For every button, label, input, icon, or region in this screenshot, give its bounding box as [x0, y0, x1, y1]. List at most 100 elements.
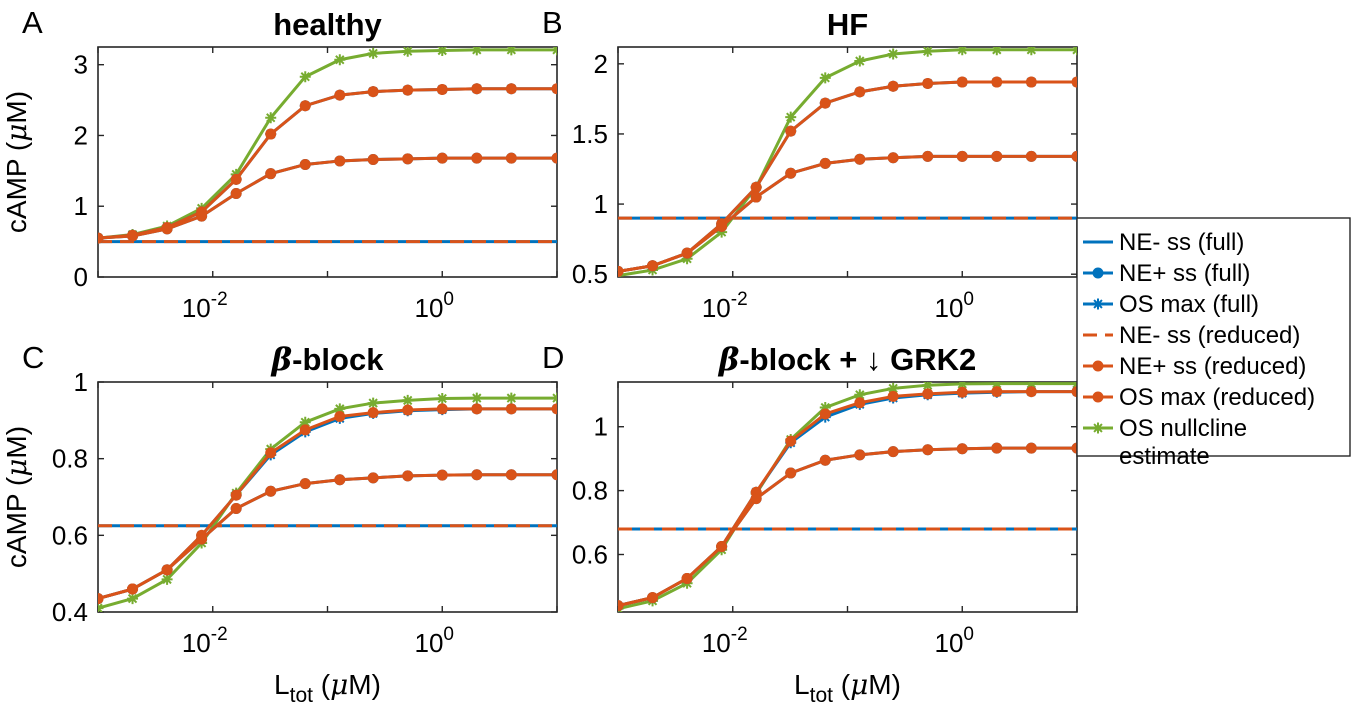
data-point	[785, 467, 797, 479]
y-tick-label: 3	[74, 50, 88, 80]
data-point	[991, 47, 1003, 56]
data-point	[265, 168, 277, 180]
data-point	[367, 397, 379, 409]
data-point	[1071, 386, 1077, 398]
data-point	[647, 592, 659, 604]
data-point	[681, 572, 693, 584]
data-point	[1025, 442, 1037, 454]
data-point	[334, 403, 346, 415]
x-tick-label: 100	[415, 289, 455, 323]
data-point	[819, 72, 831, 84]
data-point	[505, 152, 517, 164]
data-point	[1025, 76, 1037, 88]
x-axis-label: Ltot (μM)	[794, 668, 901, 702]
panel-title: β-block	[271, 342, 385, 378]
data-point	[299, 416, 311, 428]
data-point	[196, 210, 208, 222]
data-point	[956, 382, 968, 390]
data-point	[956, 386, 968, 398]
data-point	[230, 503, 242, 514]
data-point	[299, 158, 311, 170]
panel-letter: D	[542, 340, 564, 375]
series-line-ne-plus-red	[618, 154, 1077, 273]
data-point	[436, 152, 448, 164]
data-point	[1071, 442, 1077, 454]
panel-d: 0.6 0.8 1 10-2 100 D β-block + ↓ GRK2 Ltot (μM)	[542, 340, 1078, 702]
data-point	[98, 593, 104, 605]
legend-item-os-max-full: OS max (full)	[1083, 291, 1259, 318]
data-point	[551, 403, 557, 415]
data-point	[819, 408, 831, 420]
data-point	[334, 411, 346, 422]
data-point	[785, 125, 797, 137]
data-point	[785, 167, 797, 179]
data-point	[681, 253, 693, 265]
x-tick-label: 100	[935, 624, 975, 658]
y-tick-label: 1	[74, 191, 88, 221]
data-point	[716, 221, 728, 233]
legend-label: OS nullcline estimate	[1119, 415, 1247, 470]
data-point	[956, 76, 968, 88]
data-point	[402, 47, 414, 57]
data-point	[750, 191, 762, 203]
series-line-ne-plus-red	[98, 156, 557, 240]
y-axis-label: cAMP (μM)	[0, 426, 33, 568]
y-tick-label: 0	[74, 262, 88, 292]
data-point	[161, 564, 173, 576]
data-point	[505, 469, 517, 481]
data-point	[1092, 267, 1104, 279]
data-point	[819, 402, 831, 414]
data-point	[299, 424, 311, 436]
data-point	[1071, 47, 1077, 56]
legend-item-ne-plus-red: NE+ ss (reduced)	[1083, 353, 1306, 380]
y-tick-label: 0.6	[572, 540, 608, 570]
x-tick-label: 10-2	[182, 624, 228, 658]
panel-letter: B	[542, 5, 563, 40]
legend-item-ne-minus-full: NE- ss (full)	[1083, 229, 1244, 256]
data-point	[161, 223, 173, 235]
data-point	[618, 600, 624, 612]
data-point	[854, 153, 866, 165]
data-point	[854, 449, 866, 461]
x-tick-label: 10-2	[702, 289, 748, 323]
data-point	[1092, 298, 1104, 310]
data-point	[436, 392, 448, 404]
series-group	[98, 392, 557, 612]
data-point	[230, 489, 242, 501]
data-point	[98, 232, 104, 244]
data-point	[334, 54, 346, 66]
y-tick-label: 0.8	[52, 444, 88, 474]
legend: NE- ss (full) NE+ ss (full) OS max (full) N…	[1076, 217, 1351, 470]
x-tick-label: 10-2	[182, 289, 228, 323]
data-point	[367, 154, 379, 166]
data-point	[854, 86, 866, 98]
legend-label: NE+ ss (full)	[1119, 260, 1250, 287]
data-point	[299, 100, 311, 112]
data-point	[1092, 422, 1104, 434]
series-line-os-nullcline	[618, 48, 1077, 277]
data-point	[1071, 150, 1077, 162]
data-point	[991, 442, 1003, 454]
data-point	[1025, 382, 1037, 390]
legend-label: NE- ss (reduced)	[1119, 322, 1300, 349]
data-point	[436, 47, 448, 57]
data-point	[471, 392, 483, 404]
data-point	[887, 152, 899, 164]
legend-box	[1076, 217, 1351, 457]
data-point	[716, 541, 728, 553]
series-line-os-nullcline	[98, 48, 557, 240]
data-point	[334, 474, 346, 486]
data-point	[505, 392, 517, 404]
panel-title: healthy	[273, 7, 382, 42]
data-point	[681, 247, 693, 259]
data-point	[647, 260, 659, 272]
plot-area	[617, 381, 1078, 613]
data-point	[265, 447, 277, 459]
data-point	[854, 397, 866, 409]
data-point	[127, 583, 139, 595]
data-point	[265, 128, 277, 140]
series-line-os-max-red	[98, 87, 557, 240]
panel-title: β-block + ↓ GRK2	[718, 342, 976, 378]
data-point	[1025, 47, 1037, 56]
